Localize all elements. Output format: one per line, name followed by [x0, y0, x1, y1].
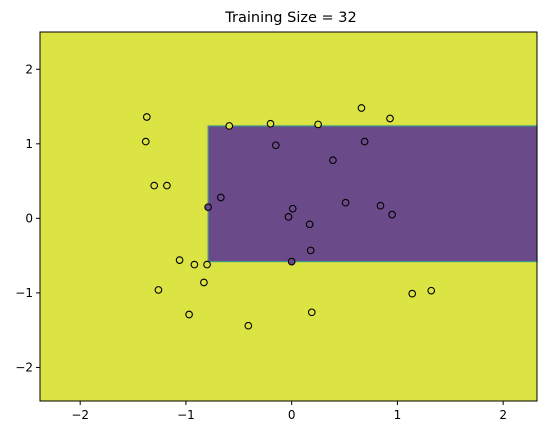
y-tick-label: −2	[15, 360, 33, 374]
chart-title: Training Size = 32	[224, 10, 356, 26]
point-class-1	[360, 137, 369, 146]
x-tick-label: 1	[394, 408, 402, 422]
point-class-1	[271, 141, 280, 150]
point-class-0	[357, 104, 366, 112]
axes-frame	[39, 31, 538, 402]
point-class-0	[190, 260, 199, 269]
point-class-0	[266, 119, 275, 128]
decision-region-class-1	[208, 125, 538, 262]
point-class-0	[314, 120, 322, 129]
x-tick-label: −1	[177, 408, 195, 422]
point-class-0	[163, 181, 171, 190]
point-class-1	[305, 220, 314, 229]
point-class-1	[287, 257, 296, 266]
plot-area	[39, 31, 538, 402]
data-points	[141, 104, 436, 330]
point-class-1	[204, 203, 212, 212]
point-class-1	[284, 213, 293, 221]
y-axis: −2 −1 0 1 2	[15, 62, 40, 374]
point-class-0	[185, 310, 193, 319]
point-class-0	[307, 308, 316, 317]
point-class-1	[388, 210, 396, 219]
point-class-0	[386, 114, 394, 123]
point-class-1	[216, 193, 225, 202]
point-class-0	[141, 137, 150, 146]
point-class-0	[200, 278, 208, 287]
y-tick-label: 2	[25, 62, 33, 76]
point-class-1	[329, 156, 337, 165]
point-class-0	[427, 286, 436, 295]
y-tick-label: 0	[25, 211, 33, 225]
point-class-0	[408, 289, 417, 298]
point-class-0	[244, 321, 253, 330]
point-class-1	[288, 204, 297, 213]
point-class-0	[150, 181, 159, 190]
point-class-0	[203, 260, 211, 269]
x-tick-label: 2	[499, 408, 507, 422]
y-tick-label: −1	[15, 286, 33, 300]
point-class-1	[341, 198, 350, 207]
point-class-0	[175, 256, 184, 264]
point-class-1	[376, 201, 385, 210]
point-class-1	[306, 246, 315, 255]
point-class-0	[142, 113, 151, 121]
point-class-0	[225, 122, 234, 130]
x-axis: −2 −1 0 1 2	[71, 401, 507, 422]
point-class-0	[154, 286, 163, 294]
y-tick-label: 1	[25, 137, 33, 151]
x-tick-label: −2	[71, 408, 89, 422]
x-tick-label: 0	[288, 408, 296, 422]
